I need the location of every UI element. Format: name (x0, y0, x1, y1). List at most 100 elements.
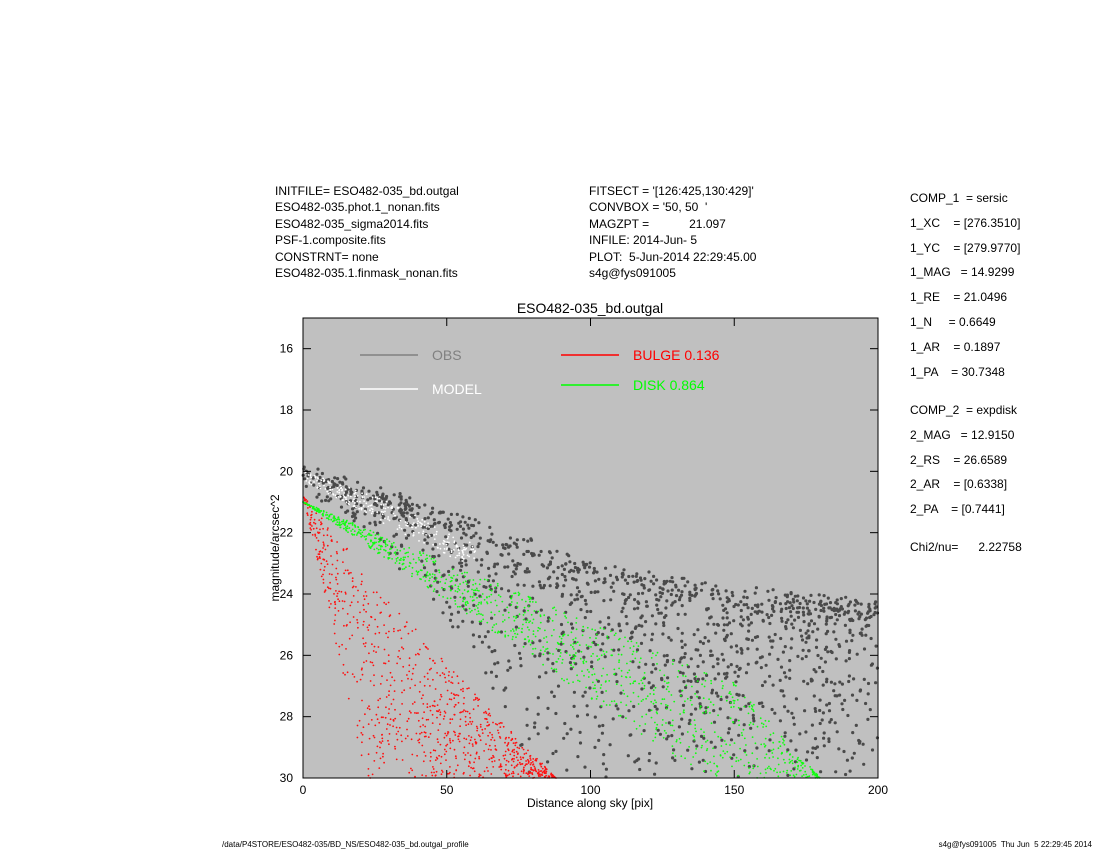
bulge-point (407, 717, 410, 720)
disk-point (325, 514, 327, 516)
bulge-point (513, 754, 516, 757)
obs-point (842, 612, 846, 616)
obs-point (630, 630, 635, 634)
bulge-point (446, 689, 449, 692)
obs-point (677, 588, 681, 592)
bulge-point (443, 753, 446, 756)
bulge-point (449, 718, 452, 721)
obs-point (826, 629, 830, 634)
model-point (422, 530, 425, 533)
obs-point (826, 596, 830, 600)
bulge-point (492, 721, 494, 724)
disk-point (560, 640, 563, 643)
disk-point (377, 548, 380, 551)
obs-point (792, 722, 796, 726)
model-point (392, 512, 395, 515)
bulge-point (360, 573, 363, 576)
obs-point (655, 707, 659, 711)
model-point (376, 511, 379, 514)
bulge-point (385, 603, 387, 606)
bulge-point (467, 765, 470, 768)
obs-point (661, 685, 665, 689)
obs-point (463, 520, 467, 524)
disk-point (544, 629, 546, 632)
disk-point (379, 548, 382, 551)
disk-point (444, 588, 446, 591)
disk-point (622, 645, 625, 648)
model-point (406, 522, 409, 525)
bulge-point (421, 774, 424, 776)
obs-point (441, 611, 445, 615)
obs-point (456, 625, 460, 629)
bulge-point (318, 556, 321, 558)
obs-point (406, 533, 411, 537)
obs-point (572, 569, 576, 573)
disk-point (570, 631, 573, 634)
disk-point (764, 756, 766, 759)
bulge-point (488, 758, 491, 761)
disk-point (502, 614, 504, 616)
obs-point (869, 636, 873, 641)
disk-point (713, 755, 715, 758)
disk-point (703, 770, 705, 773)
disk-point (570, 664, 572, 667)
bulge-point (322, 541, 325, 544)
obs-point (769, 639, 773, 643)
obs-point (810, 723, 815, 727)
obs-point (746, 637, 751, 642)
disk-point (546, 641, 548, 643)
obs-point (518, 562, 522, 566)
disk-point (516, 602, 519, 604)
bulge-point (328, 606, 331, 609)
obs-point (835, 607, 839, 611)
model-point (387, 518, 389, 520)
bulge-point (329, 581, 331, 584)
disk-point (720, 745, 723, 747)
obs-point (534, 610, 539, 614)
obs-point (804, 730, 808, 734)
disk-point (582, 662, 585, 665)
bulge-point (323, 565, 326, 568)
model-point (425, 526, 428, 528)
bulge-point (343, 624, 345, 627)
obs-point (304, 484, 308, 488)
bulge-point (419, 732, 421, 735)
obs-point (610, 628, 614, 632)
obs-point (725, 616, 729, 620)
obs-point (546, 706, 550, 711)
disk-point (674, 755, 677, 757)
disk-point (572, 666, 575, 669)
obs-point (499, 630, 503, 634)
disk-point (596, 695, 599, 698)
disk-point (749, 701, 752, 704)
model-point (449, 555, 452, 558)
obs-point (614, 575, 619, 579)
disk-point (602, 628, 605, 630)
bulge-point (393, 679, 396, 682)
obs-point (635, 648, 640, 652)
obs-point (722, 672, 727, 676)
obs-point (659, 611, 663, 615)
disk-point (729, 717, 732, 720)
obs-point (845, 758, 850, 762)
disk-point (345, 529, 348, 532)
bulge-point (335, 576, 337, 579)
model-point (339, 487, 342, 490)
obs-point (705, 673, 709, 678)
obs-point (787, 606, 792, 610)
obs-point (760, 602, 764, 606)
obs-point (459, 568, 463, 572)
obs-point (716, 589, 720, 593)
bulge-point (423, 711, 425, 714)
disk-point (618, 659, 621, 662)
model-point (322, 477, 325, 480)
bulge-point (452, 671, 455, 673)
disk-point (501, 600, 504, 603)
bulge-point (453, 713, 456, 716)
disk-point (595, 637, 597, 640)
obs-point (804, 640, 808, 644)
obs-point (725, 611, 729, 615)
obs-point (634, 625, 638, 629)
obs-point (783, 734, 787, 738)
bulge-point (314, 522, 317, 525)
